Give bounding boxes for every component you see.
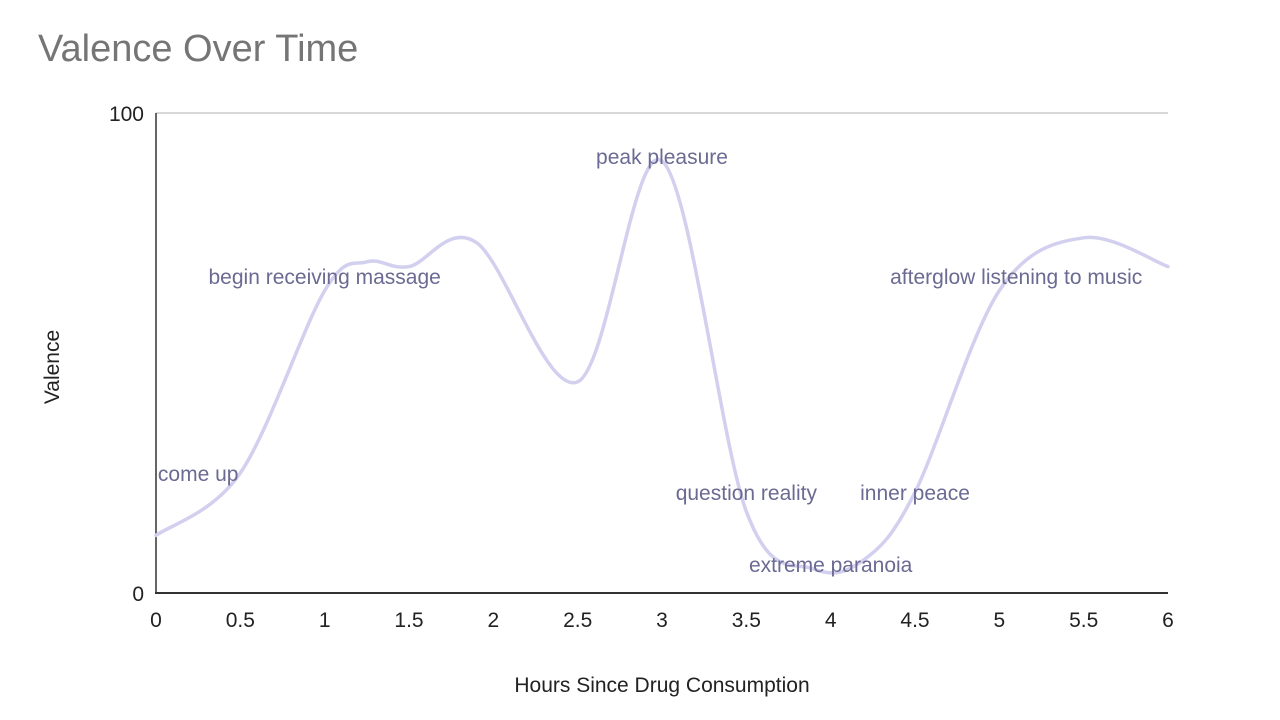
y-tick-label: 0	[132, 583, 144, 606]
x-tick-label: 5.5	[1069, 609, 1098, 632]
annotation-label: afterglow listening to music	[890, 266, 1142, 289]
x-tick-label: 3.5	[732, 609, 761, 632]
x-tick-label: 5	[993, 609, 1005, 632]
y-axis-title: Valence	[41, 330, 64, 404]
y-tick-label: 100	[109, 103, 144, 126]
valence-series-line	[154, 157, 1170, 575]
annotation-label: question reality	[676, 482, 818, 505]
axis-layer: 0 0.5 1 1.5 2 2.5 3 3.5 4 4.5 5 5.5 6 0 100	[109, 103, 1174, 632]
annotation-label: inner peace	[860, 482, 970, 505]
annotation-label: come up	[158, 463, 239, 486]
chart-title: Valence Over Time	[38, 28, 359, 70]
x-tick-label: 0	[150, 609, 162, 632]
x-tick-label: 4	[825, 609, 837, 632]
x-tick-label: 2	[487, 609, 499, 632]
x-tick-label: 1	[319, 609, 331, 632]
annotation-label: peak pleasure	[596, 146, 728, 169]
x-tick-label: 3	[656, 609, 668, 632]
x-tick-label: 0.5	[226, 609, 255, 632]
x-tick-label: 6	[1162, 609, 1174, 632]
x-tick-label: 2.5	[563, 609, 592, 632]
annotation-layer: come up begin receiving massage peak pleas…	[158, 146, 1142, 577]
annotation-label: extreme paranoia	[749, 554, 913, 577]
x-tick-label: 4.5	[900, 609, 929, 632]
annotation-label: begin receiving massage	[209, 266, 441, 289]
series-layer	[154, 157, 1170, 575]
x-tick-label: 1.5	[394, 609, 423, 632]
x-axis-title: Hours Since Drug Consumption	[514, 674, 809, 697]
